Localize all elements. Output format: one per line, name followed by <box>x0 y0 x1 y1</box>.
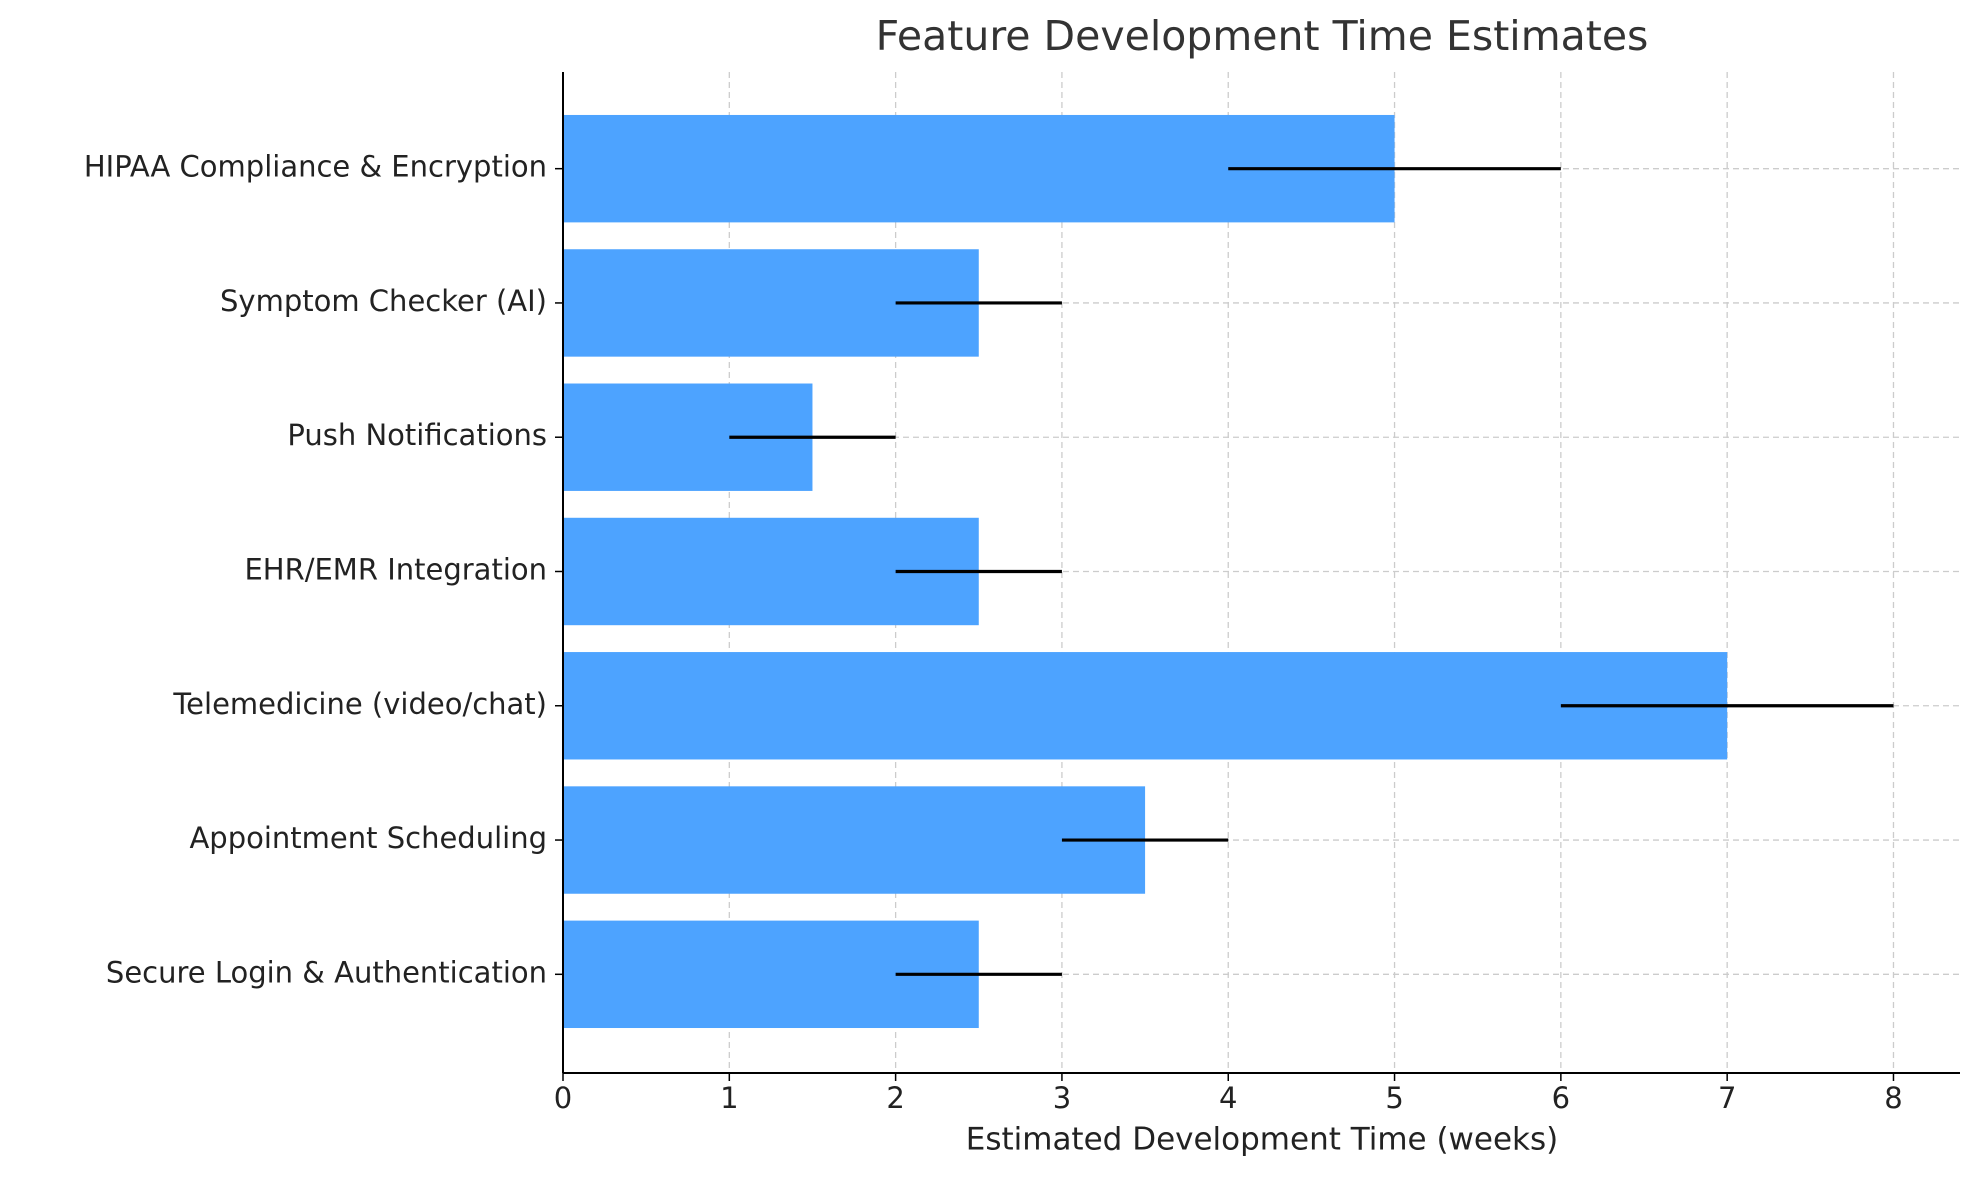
chart-title: Feature Development Time Estimates <box>876 12 1649 60</box>
y-tick-label: Push Notifications <box>287 418 547 452</box>
x-tick-label: 2 <box>886 1081 904 1115</box>
x-tick-label: 6 <box>1552 1081 1570 1115</box>
y-tick-label: Telemedicine (video/chat) <box>172 687 547 721</box>
bar <box>563 786 1146 894</box>
x-tick-label: 3 <box>1053 1081 1071 1115</box>
bar <box>563 652 1728 760</box>
y-tick-label: Symptom Checker (AI) <box>220 284 547 318</box>
x-tick-label: 7 <box>1718 1081 1736 1115</box>
x-tick-label: 4 <box>1219 1081 1237 1115</box>
y-tick-label: Appointment Scheduling <box>189 821 547 855</box>
y-tick-label: EHR/EMR Integration <box>244 552 547 586</box>
y-tick-label: HIPAA Compliance & Encryption <box>84 150 547 184</box>
x-tick-label: 5 <box>1385 1081 1403 1115</box>
x-tick-label: 0 <box>554 1081 572 1115</box>
x-tick-label: 8 <box>1884 1081 1902 1115</box>
x-axis-label: Estimated Development Time (weeks) <box>966 1122 1559 1158</box>
x-tick-label: 1 <box>720 1081 738 1115</box>
y-tick-label: Secure Login & Authentication <box>106 955 547 989</box>
